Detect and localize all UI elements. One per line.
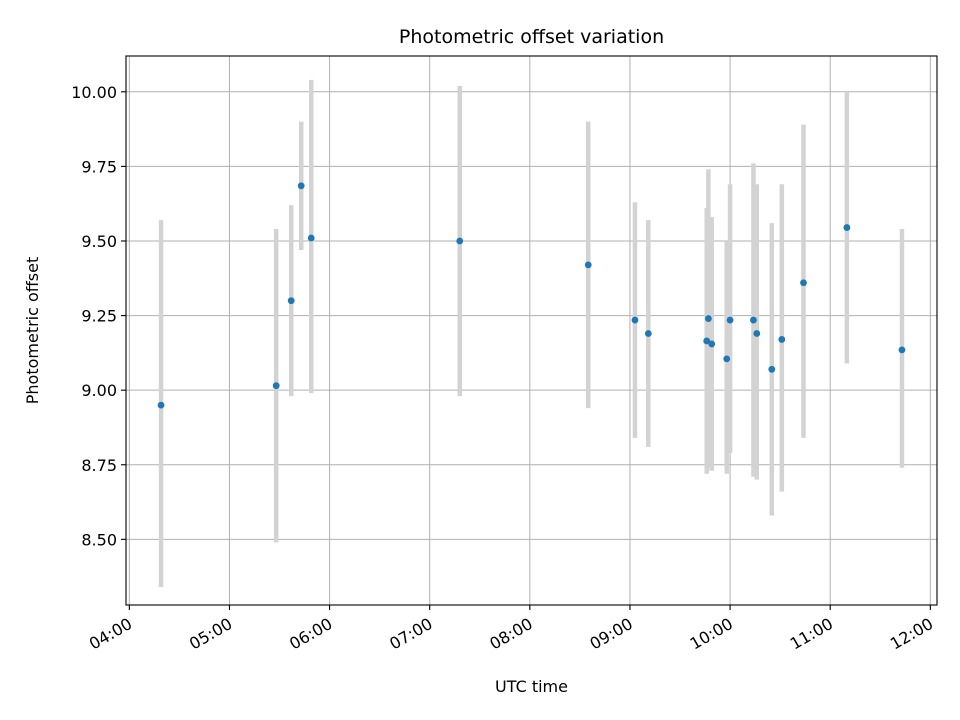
y-tick-label: 9.75 [81, 157, 117, 176]
data-point [898, 346, 906, 354]
data-point [708, 340, 716, 348]
y-tick-label: 9.00 [81, 381, 117, 400]
data-points [157, 182, 906, 409]
data-point [800, 279, 807, 287]
y-tick-label: 8.75 [81, 456, 117, 475]
data-point [703, 337, 711, 345]
y-axis-label: Photometric offset [23, 257, 42, 405]
x-axis-label: UTC time [495, 677, 568, 696]
y-tick-label: 8.50 [81, 530, 117, 549]
y-tick-label: 9.50 [81, 232, 117, 251]
data-point [704, 315, 712, 322]
y-tick-label: 10.00 [71, 83, 117, 102]
y-axis: 8.50 8.75 9.00 9.25 9.50 9.75 10.00 [71, 83, 126, 549]
data-point [456, 237, 464, 245]
data-point [272, 382, 280, 390]
data-point [726, 316, 734, 324]
data-point [750, 316, 757, 324]
plot-frame [125, 55, 938, 606]
data-point [584, 261, 592, 269]
chart-title: Photometric offset variation [399, 26, 664, 48]
data-point [631, 316, 639, 324]
data-point [297, 182, 305, 190]
data-point [644, 330, 652, 337]
data-point [157, 401, 165, 409]
data-point [753, 330, 761, 337]
data-point [778, 336, 786, 343]
data-point [287, 297, 295, 305]
data-point [723, 355, 731, 363]
data-point [307, 234, 315, 242]
data-point [768, 365, 776, 373]
y-tick-label: 9.25 [81, 307, 117, 326]
data-point [843, 224, 851, 231]
